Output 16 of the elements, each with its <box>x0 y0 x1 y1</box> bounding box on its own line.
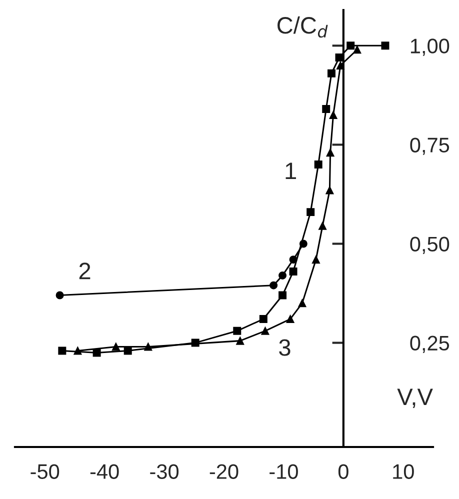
y-tick-label: 0,50 <box>410 236 450 254</box>
x-tick-label: -10 <box>270 464 298 479</box>
x-tick-label: -20 <box>210 464 238 479</box>
series-label: 3 <box>279 339 290 356</box>
y-tick-label: 0,75 <box>410 138 450 155</box>
x-tick-label: -30 <box>150 464 179 479</box>
x-tick-label: -50 <box>30 464 60 479</box>
y-tick-label: 1,00 <box>410 38 450 56</box>
x-tick-label: 10 <box>393 464 414 479</box>
y-axis-title: C/C$_{d}$ <box>278 16 328 38</box>
y-tick-label: 0,25 <box>410 336 450 354</box>
series-label: 1 <box>286 162 296 179</box>
x-tick-label: 0 <box>338 464 348 479</box>
series-label: 2 <box>79 262 90 280</box>
x-tick-label: -40 <box>90 464 119 479</box>
x-axis-title: V,V <box>397 388 433 408</box>
